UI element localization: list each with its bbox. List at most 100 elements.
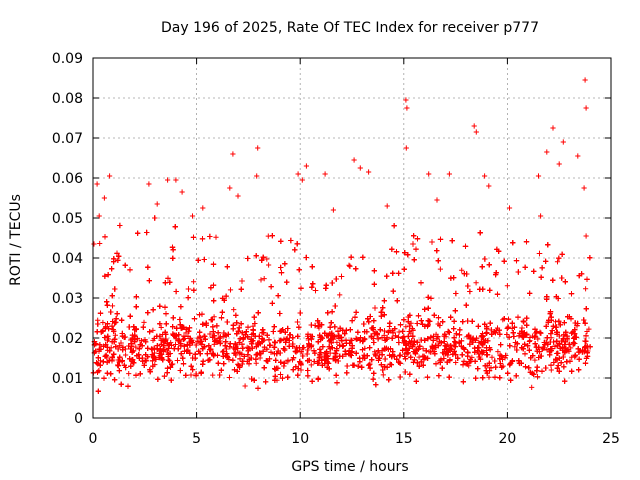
- data-point: [380, 305, 386, 311]
- data-point: [211, 314, 217, 320]
- data-point: [555, 362, 561, 369]
- data-point: [324, 349, 330, 355]
- data-point: [349, 318, 355, 324]
- data-point: [375, 336, 381, 342]
- data-point: [223, 293, 229, 299]
- data-point: [489, 354, 495, 360]
- data-point: [346, 262, 352, 268]
- data-point: [555, 350, 561, 356]
- data-point: [344, 370, 350, 376]
- data-point: [128, 363, 134, 369]
- data-point: [536, 354, 542, 361]
- data-point: [257, 355, 263, 361]
- data-point: [435, 258, 441, 264]
- data-point: [416, 354, 422, 360]
- data-point: [102, 234, 108, 240]
- data-point: [183, 372, 189, 378]
- data-point: [147, 329, 153, 335]
- data-point: [126, 371, 132, 377]
- data-point: [582, 320, 588, 326]
- data-point: [188, 372, 194, 378]
- data-point: [196, 334, 202, 340]
- data-point: [197, 335, 203, 341]
- data-point: [214, 323, 220, 329]
- data-point: [109, 303, 116, 309]
- data-point: [167, 279, 173, 285]
- data-point: [408, 354, 414, 360]
- data-point: [532, 357, 538, 363]
- data-point: [191, 279, 197, 285]
- data-point: [403, 324, 409, 330]
- data-point: [150, 327, 156, 333]
- data-point: [460, 379, 466, 385]
- data-point: [261, 276, 267, 282]
- data-point: [390, 270, 396, 276]
- data-point: [506, 334, 512, 340]
- data-point: [135, 230, 141, 236]
- data-point: [418, 318, 424, 324]
- data-point: [317, 346, 323, 352]
- data-point: [378, 362, 384, 368]
- data-point: [365, 316, 371, 322]
- data-point: [411, 233, 417, 239]
- data-point: [157, 303, 163, 309]
- data-point: [583, 306, 589, 312]
- data-point: [583, 286, 589, 292]
- data-point: [122, 262, 128, 268]
- data-point: [395, 334, 402, 340]
- data-point: [583, 333, 589, 339]
- data-point: [445, 328, 451, 335]
- data-point: [168, 342, 175, 349]
- data-point: [473, 280, 479, 286]
- data-point: [224, 319, 230, 325]
- data-point: [219, 309, 225, 315]
- data-point: [210, 372, 216, 378]
- data-point: [234, 368, 240, 374]
- data-point: [524, 322, 530, 328]
- data-point: [100, 319, 106, 326]
- data-point: [133, 344, 139, 350]
- data-point: [475, 366, 481, 372]
- data-point: [420, 346, 426, 352]
- data-point: [486, 374, 492, 380]
- data-point: [453, 290, 459, 297]
- data-point: [312, 322, 318, 329]
- data-point: [187, 350, 193, 356]
- data-point: [170, 315, 176, 321]
- data-point: [112, 377, 118, 383]
- data-point: [236, 339, 242, 346]
- data-point: [396, 329, 402, 335]
- data-point: [116, 253, 122, 259]
- data-point: [492, 358, 498, 364]
- data-point: [548, 367, 554, 373]
- data-point: [115, 362, 121, 368]
- data-point: [242, 383, 248, 389]
- data-point: [554, 259, 561, 265]
- data-point: [355, 363, 361, 369]
- data-point: [535, 336, 541, 342]
- data-point: [309, 284, 315, 290]
- data-point: [263, 358, 269, 364]
- data-point: [97, 240, 103, 247]
- data-point: [97, 342, 103, 348]
- data-point: [371, 339, 377, 346]
- data-point: [305, 347, 311, 353]
- data-point: [201, 256, 207, 263]
- data-point: [241, 353, 247, 360]
- data-point: [109, 323, 115, 329]
- data-point: [453, 359, 459, 366]
- data-point: [104, 370, 110, 376]
- data-point: [161, 373, 168, 379]
- data-point: [362, 345, 368, 351]
- data-point: [437, 266, 443, 272]
- data-point: [522, 341, 528, 347]
- data-point: [223, 346, 230, 352]
- data-point: [264, 256, 270, 262]
- data-point: [337, 292, 343, 298]
- data-point: [215, 360, 221, 366]
- data-point: [371, 281, 377, 287]
- data-point: [309, 264, 315, 270]
- data-point: [497, 331, 503, 337]
- data-point: [97, 358, 104, 364]
